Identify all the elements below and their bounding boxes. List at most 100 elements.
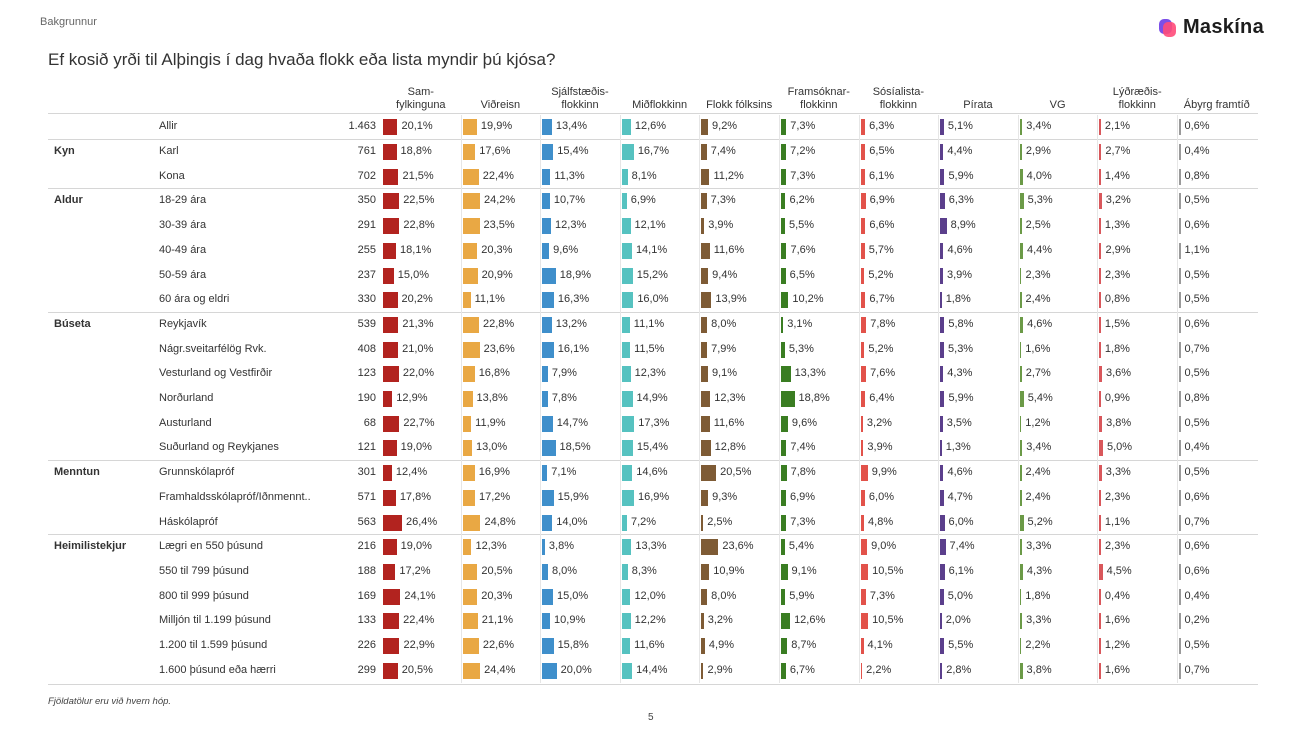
column-separator — [779, 115, 780, 684]
data-bar — [1019, 341, 1022, 358]
column-separator — [699, 115, 701, 684]
data-bar — [621, 588, 631, 605]
data-bar — [1019, 489, 1022, 506]
data-bar — [1019, 465, 1022, 482]
data-label: 9,6% — [553, 243, 579, 256]
row-label: Milljón til 1.199 þúsund — [159, 614, 271, 627]
data-label: 5,5% — [788, 219, 815, 232]
data-label: 1,5% — [1104, 317, 1130, 330]
data-label: 4,6% — [1027, 317, 1053, 330]
group-divider — [48, 188, 1258, 190]
data-bar — [860, 366, 867, 383]
data-label: 7,4% — [790, 441, 816, 454]
data-label: 12,9% — [396, 392, 428, 405]
data-bar — [781, 613, 791, 630]
data-bar — [383, 316, 399, 333]
data-label: 6,7% — [789, 663, 815, 676]
data-bar — [940, 539, 946, 556]
data-label: 20,5% — [481, 564, 513, 577]
data-label: 11,6% — [634, 639, 665, 652]
row-label: 800 til 999 þúsund — [159, 589, 249, 602]
data-bar — [701, 218, 705, 235]
group-label: Heimilistekjur — [54, 540, 127, 553]
row-label: Háskólapróf — [159, 515, 218, 528]
group-label: Aldur — [54, 194, 83, 207]
data-label: 22,0% — [402, 367, 435, 380]
data-bar — [860, 193, 866, 210]
data-label: 0,7% — [1184, 515, 1210, 528]
data-bar — [1019, 613, 1023, 630]
data-bar — [1019, 563, 1023, 580]
row-count: 299 — [357, 663, 376, 676]
data-bar — [462, 662, 481, 679]
row-label: Vesturland og Vestfirðir — [159, 367, 273, 380]
data-label: 7,4% — [949, 540, 975, 553]
data-label: 12,3% — [714, 392, 746, 405]
data-bar — [860, 415, 863, 432]
data-label: 18,5% — [559, 441, 591, 454]
data-label: 14,1% — [635, 243, 668, 256]
data-label: 10,5% — [872, 614, 904, 627]
data-label: 12,3% — [475, 540, 507, 553]
data-bar — [701, 563, 710, 580]
data-bar — [1019, 366, 1022, 383]
data-label: 1,6% — [1104, 663, 1130, 676]
data-label: 20,3% — [481, 589, 513, 602]
column-header: Sósíalista-flokkinn — [872, 86, 925, 111]
data-bar — [1179, 638, 1181, 655]
data-bar — [1019, 292, 1022, 309]
data-bar — [1179, 193, 1181, 210]
data-bar — [621, 193, 627, 210]
data-bar — [462, 415, 472, 432]
data-label: 1,2% — [1025, 416, 1051, 429]
data-label: 2,2% — [1025, 639, 1051, 652]
data-bar — [781, 193, 786, 210]
data-label: 17,2% — [399, 564, 431, 577]
data-label: 13,2% — [555, 317, 587, 330]
data-label: 16,3% — [557, 293, 590, 306]
data-bar — [701, 539, 719, 556]
data-bar — [860, 489, 865, 506]
data-label: 4,3% — [947, 367, 973, 380]
data-bar — [701, 242, 710, 259]
data-bar — [940, 563, 945, 580]
data-bar — [542, 391, 548, 408]
data-label: 22,8% — [483, 317, 515, 330]
data-label: 5,9% — [789, 589, 815, 602]
data-label: 6,3% — [869, 120, 895, 133]
data-label: 23,6% — [483, 342, 515, 355]
crosstab-chart: Sam-fylkinguna Viðreisn Sjálfstæðis-flokki… — [48, 0, 1258, 744]
data-bar — [542, 465, 548, 482]
data-bar — [940, 218, 947, 235]
data-label: 2,1% — [1104, 120, 1130, 133]
data-bar — [1019, 440, 1023, 457]
data-label: 17,2% — [478, 490, 511, 503]
data-bar — [542, 144, 554, 161]
data-label: 5,3% — [948, 342, 974, 355]
data-label: 0,6% — [1184, 219, 1210, 232]
data-bar — [1019, 662, 1023, 679]
data-bar — [462, 119, 477, 136]
data-label: 2,4% — [1025, 490, 1051, 503]
data-bar — [1019, 638, 1022, 655]
data-label: 3,1% — [787, 317, 813, 330]
data-label: 1,3% — [945, 441, 971, 454]
data-label: 12,6% — [794, 614, 826, 627]
data-bar — [781, 366, 791, 383]
data-label: 4,8% — [868, 515, 894, 528]
data-bar — [462, 465, 475, 482]
data-label: 0,5% — [1184, 194, 1210, 207]
data-label: 6,5% — [869, 145, 895, 158]
chart-title: Ef kosið yrði til Alþingis í dag hvaða f… — [48, 50, 556, 69]
data-bar — [701, 168, 710, 185]
data-label: 3,9% — [867, 441, 893, 454]
data-label: 17,6% — [479, 145, 511, 158]
data-label: 12,6% — [634, 120, 667, 133]
data-label: 9,4% — [712, 268, 738, 281]
row-count: 571 — [357, 490, 376, 503]
data-label: 9,9% — [871, 466, 897, 479]
data-bar — [621, 292, 634, 309]
data-label: 0,6% — [1184, 120, 1210, 133]
data-bar — [383, 415, 400, 432]
data-bar — [860, 292, 866, 309]
